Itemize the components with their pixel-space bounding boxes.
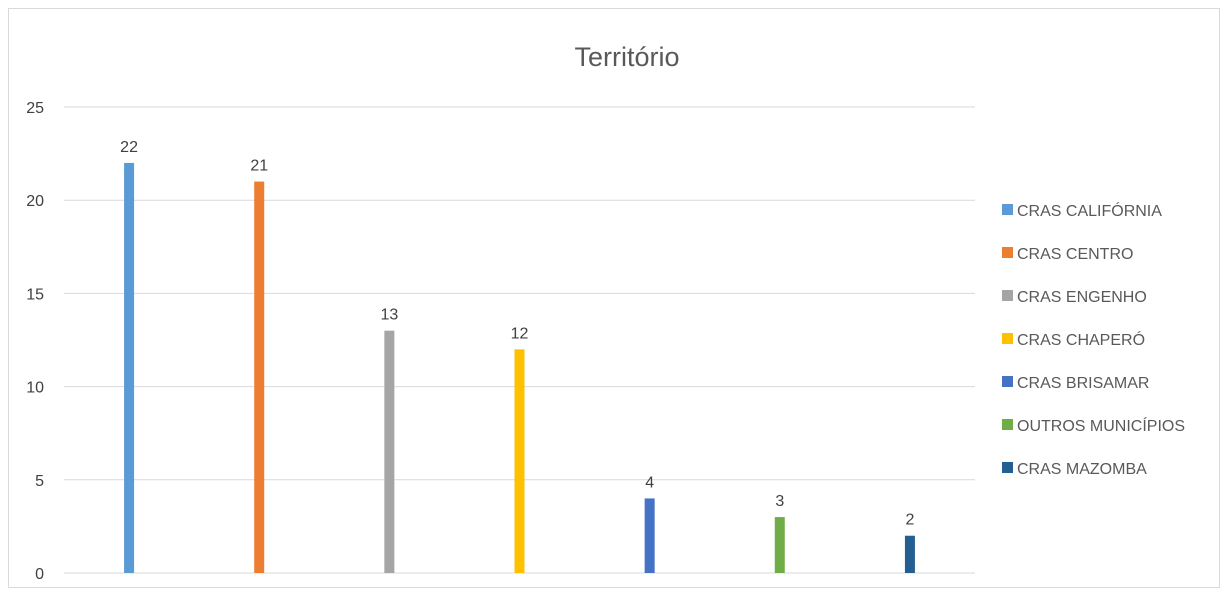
bar xyxy=(904,535,915,573)
chart-frame xyxy=(8,8,1220,588)
legend-swatch xyxy=(1002,290,1013,301)
data-label: 2 xyxy=(905,512,914,529)
chart-title: Território xyxy=(574,42,679,72)
bar xyxy=(644,498,655,573)
legend-swatch xyxy=(1002,376,1013,387)
bar xyxy=(384,330,395,573)
data-label: 13 xyxy=(380,307,398,324)
legend-label: OUTROS MUNICÍPIOS xyxy=(1017,416,1185,435)
bar xyxy=(254,181,265,573)
data-label: 3 xyxy=(775,493,784,510)
bar xyxy=(124,162,135,574)
data-label: 4 xyxy=(645,474,654,491)
legend-swatch xyxy=(1002,419,1013,430)
data-label: 12 xyxy=(511,325,529,342)
legend-swatch xyxy=(1002,462,1013,473)
data-label: 22 xyxy=(120,139,138,156)
y-tick-label: 20 xyxy=(26,193,44,210)
legend-swatch xyxy=(1002,204,1013,215)
data-label: 21 xyxy=(250,158,268,175)
y-tick-label: 25 xyxy=(26,100,44,117)
bar xyxy=(774,517,785,573)
legend-label: CRAS CENTRO xyxy=(1017,246,1133,263)
legend-label: CRAS CALIFÓRNIA xyxy=(1017,201,1162,220)
gridlines xyxy=(64,106,975,574)
y-tick-label: 15 xyxy=(26,286,44,303)
data-labels: 22 21 13 12 4 3 2 xyxy=(120,139,914,529)
legend-label: CRAS MAZOMBA xyxy=(1017,461,1147,478)
bar xyxy=(514,349,525,573)
legend-swatch xyxy=(1002,247,1013,258)
legend-label: CRAS ENGENHO xyxy=(1017,289,1147,306)
y-tick-label: 5 xyxy=(35,473,44,490)
legend: CRAS CALIFÓRNIA CRAS CENTRO CRAS ENGENHO CR… xyxy=(1002,201,1185,478)
legend-label: CRAS CHAPERÓ xyxy=(1017,330,1145,349)
bars xyxy=(124,162,915,574)
legend-swatch xyxy=(1002,333,1013,344)
y-axis-ticks: 0 5 10 15 20 25 xyxy=(26,100,44,583)
y-tick-label: 0 xyxy=(35,566,44,583)
legend-label: CRAS BRISAMAR xyxy=(1017,375,1149,392)
y-tick-label: 10 xyxy=(26,380,44,397)
